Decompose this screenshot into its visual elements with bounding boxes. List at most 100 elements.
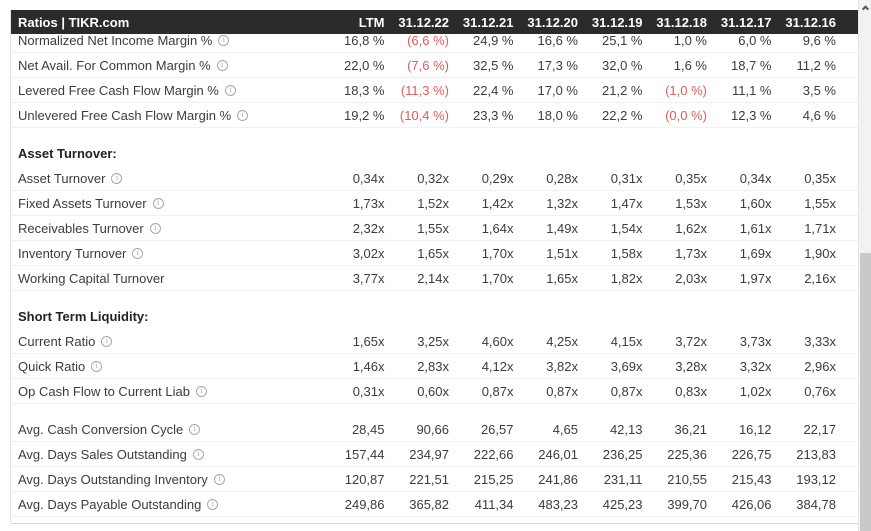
row-label[interactable]: Avg. Days Outstanding Inventory bbox=[18, 471, 208, 487]
scrollbar[interactable] bbox=[858, 0, 871, 531]
value-cell: 18,3 % bbox=[344, 82, 385, 98]
row-label[interactable]: Current Ratio bbox=[18, 333, 96, 349]
table-row: Normalized Net Income Margin % i 16,8 % (6,… bbox=[11, 28, 858, 53]
info-icon[interactable]: i bbox=[111, 172, 123, 184]
table-row: Avg. Days Outstanding Inventory i 120,87 22… bbox=[11, 467, 858, 492]
value-cell: 0,34x bbox=[739, 170, 772, 186]
value-cell: 16,8 % bbox=[344, 32, 385, 48]
row-label[interactable]: Net Avail. For Common Margin % bbox=[18, 57, 211, 73]
column-header: 31.12.21 bbox=[462, 14, 514, 30]
value-cell: 384,78 bbox=[796, 496, 836, 512]
value-cell: 225,36 bbox=[667, 446, 707, 462]
value-cell: 0,31x bbox=[352, 383, 385, 399]
value-cell: 2,14x bbox=[417, 270, 449, 286]
value-cell: 36,21 bbox=[674, 421, 707, 437]
info-icon[interactable]: i bbox=[213, 473, 225, 485]
section-heading: Short Term Liquidity: bbox=[18, 309, 149, 324]
table-row: Avg. Days Sales Outstanding i 157,44 234,97… bbox=[11, 442, 858, 467]
value-cell: 26,57 bbox=[480, 421, 514, 437]
info-icon[interactable]: i bbox=[149, 222, 161, 234]
value-cell: 1,60x bbox=[739, 195, 772, 211]
value-cell: 3,33x bbox=[804, 333, 836, 349]
row-label[interactable]: Avg. Cash Conversion Cycle bbox=[18, 421, 184, 437]
value-cell: 42,13 bbox=[609, 421, 643, 437]
info-icon[interactable]: i bbox=[224, 84, 236, 96]
row-label[interactable]: Avg. Days Payable Outstanding bbox=[18, 496, 202, 512]
value-cell: 399,70 bbox=[667, 496, 707, 512]
scrollbar-thumb[interactable] bbox=[860, 253, 871, 531]
value-cell: 3,73x bbox=[739, 333, 772, 349]
value-cell: 3,82x bbox=[546, 358, 578, 374]
value-cell: 1,02x bbox=[739, 383, 772, 399]
column-header: 31.12.16 bbox=[785, 14, 836, 30]
info-icon[interactable]: i bbox=[91, 360, 103, 372]
info-icon[interactable]: i bbox=[192, 448, 204, 460]
value-cell: 1,73x bbox=[675, 245, 707, 261]
value-cell: 12,3 % bbox=[731, 107, 772, 123]
table-row: Inventory Turnover i 3,02x 1,65x 1,70x 1,51x 1… bbox=[11, 241, 858, 266]
info-icon[interactable]: i bbox=[195, 385, 207, 397]
value-cell: 0,76x bbox=[804, 383, 836, 399]
value-cell: 0,28x bbox=[546, 170, 578, 186]
value-cell: 32,5 % bbox=[473, 57, 514, 73]
row-label[interactable]: Inventory Turnover bbox=[18, 245, 127, 261]
info-icon[interactable]: i bbox=[216, 59, 228, 71]
section-spacer bbox=[11, 291, 858, 304]
table-row: Working Capital Turnover 3,77x 2,14x 1,70x 1… bbox=[11, 266, 858, 291]
table-row: Receivables Turnover i 2,32x 1,55x 1,64x 1,49… bbox=[11, 216, 858, 241]
value-cell: 9,6 % bbox=[802, 32, 836, 48]
value-cell: 1,32x bbox=[546, 195, 578, 211]
row-label[interactable]: Asset Turnover bbox=[18, 170, 106, 186]
value-cell: 2,96x bbox=[804, 358, 836, 374]
info-icon[interactable]: i bbox=[218, 34, 230, 46]
divider bbox=[11, 523, 858, 524]
scrollbar-up-button[interactable] bbox=[859, 0, 871, 15]
row-label[interactable]: Avg. Days Sales Outstanding bbox=[18, 446, 187, 462]
value-cell: 3,02x bbox=[352, 245, 385, 261]
value-cell: 24,9 % bbox=[473, 32, 514, 48]
value-cell: 1,71x bbox=[804, 220, 836, 236]
value-cell: 1,82x bbox=[610, 270, 643, 286]
value-cell: 213,83 bbox=[796, 446, 836, 462]
value-cell: 426,06 bbox=[731, 496, 772, 512]
row-label[interactable]: Levered Free Cash Flow Margin % bbox=[18, 82, 219, 98]
info-icon[interactable]: i bbox=[152, 197, 164, 209]
info-icon[interactable]: i bbox=[207, 498, 219, 510]
value-cell: 0,87x bbox=[546, 383, 578, 399]
value-cell: 236,25 bbox=[602, 446, 643, 462]
info-icon[interactable]: i bbox=[132, 247, 144, 259]
column-header: LTM bbox=[358, 14, 385, 30]
value-cell: 16,12 bbox=[738, 421, 772, 437]
value-cell: 3,32x bbox=[739, 358, 772, 374]
value-cell: 1,65x bbox=[417, 245, 449, 261]
value-cell: 411,34 bbox=[474, 496, 514, 512]
table-row: Fixed Assets Turnover i 1,73x 1,52x 1,42x 1,3… bbox=[11, 191, 858, 216]
row-label[interactable]: Receivables Turnover bbox=[18, 220, 144, 236]
table-row: Avg. Days Payable Outstanding i 249,86 365,… bbox=[11, 492, 858, 517]
value-cell: 18,7 % bbox=[731, 57, 772, 73]
value-cell: 1,47x bbox=[610, 195, 643, 211]
info-icon[interactable]: i bbox=[101, 335, 113, 347]
value-cell: (6,6 %) bbox=[407, 32, 449, 48]
value-cell: 25,1 % bbox=[602, 32, 643, 48]
section-heading: Asset Turnover: bbox=[18, 146, 117, 161]
value-cell: (7,6 %) bbox=[407, 57, 449, 73]
row-label[interactable]: Unlevered Free Cash Flow Margin % bbox=[18, 107, 232, 123]
row-label[interactable]: Fixed Assets Turnover bbox=[18, 195, 147, 211]
value-cell: 22,4 % bbox=[473, 82, 514, 98]
value-cell: 1,61x bbox=[739, 220, 772, 236]
value-cell: (10,4 %) bbox=[399, 107, 449, 123]
chevron-up-icon bbox=[861, 5, 870, 13]
value-cell: 221,51 bbox=[409, 471, 449, 487]
value-cell: 1,54x bbox=[610, 220, 643, 236]
section-heading-row: Asset Turnover: bbox=[11, 141, 858, 166]
row-label[interactable]: Working Capital Turnover bbox=[18, 270, 165, 286]
row-label[interactable]: Quick Ratio bbox=[18, 358, 86, 374]
value-cell: 3,25x bbox=[417, 333, 449, 349]
row-label[interactable]: Op Cash Flow to Current Liab bbox=[18, 383, 190, 399]
info-icon[interactable]: i bbox=[237, 109, 249, 121]
row-label[interactable]: Normalized Net Income Margin % bbox=[18, 32, 213, 48]
info-icon[interactable]: i bbox=[189, 423, 201, 435]
value-cell: 28,45 bbox=[351, 421, 385, 437]
